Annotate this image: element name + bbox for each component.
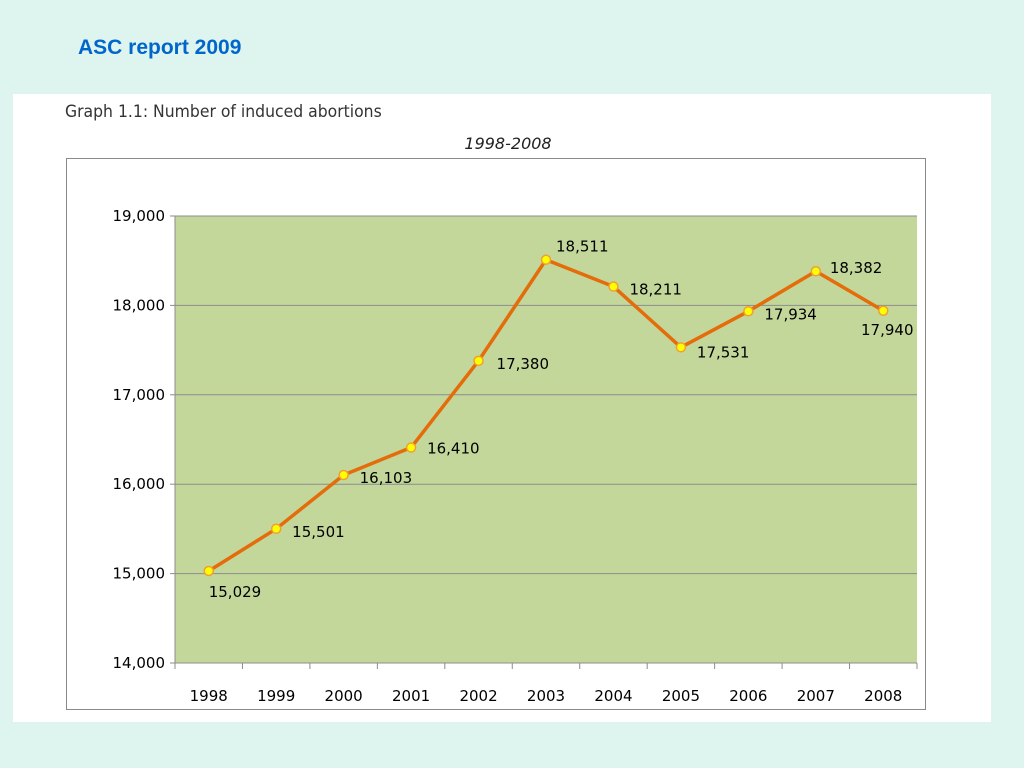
plot-area <box>175 216 917 663</box>
x-tick-label: 1998 <box>190 687 228 705</box>
data-point <box>878 305 889 317</box>
x-tick-label: 2008 <box>864 687 902 705</box>
data-label: 15,501 <box>292 523 345 541</box>
x-tick-label: 1999 <box>257 687 295 705</box>
chart-frame: 14,000 15,000 16,000 17,000 18,000 19,000 1998… <box>66 158 926 710</box>
x-tick-label: 2005 <box>662 687 700 705</box>
x-tick-label: 2002 <box>459 687 497 705</box>
data-point <box>675 342 687 353</box>
data-point <box>743 306 754 317</box>
data-point <box>810 265 822 277</box>
data-label: 17,531 <box>697 343 750 361</box>
data-point <box>473 355 484 367</box>
data-label: 17,940 <box>861 321 914 339</box>
x-tick-label: 2006 <box>729 687 767 705</box>
y-tick-label: 16,000 <box>113 475 166 493</box>
data-point <box>338 469 349 481</box>
data-label: 18,511 <box>556 238 609 256</box>
x-tick-label: 2001 <box>392 687 430 705</box>
y-tick-label: 17,000 <box>113 386 166 404</box>
data-label: 17,380 <box>497 355 549 373</box>
data-point <box>270 523 282 535</box>
data-label: 18,382 <box>830 259 883 277</box>
y-tick-label: 14,000 <box>113 654 166 672</box>
data-label: 16,410 <box>427 440 480 458</box>
data-point <box>608 281 619 292</box>
graph-caption: Graph 1.1: Number of induced abortions <box>65 102 382 122</box>
data-point <box>540 254 552 265</box>
y-tick-label: 18,000 <box>113 296 166 314</box>
slide-title: ASC report 2009 <box>78 36 242 59</box>
y-tick-label: 19,000 <box>113 207 166 225</box>
x-tick-label: 2004 <box>594 687 632 705</box>
x-tick-label: 2000 <box>325 687 363 705</box>
line-chart: 14,000 15,000 16,000 17,000 18,000 19,000 1998… <box>113 207 918 705</box>
chart-subtitle: 1998-2008 <box>464 134 552 153</box>
data-label: 15,029 <box>209 583 262 601</box>
y-tick-label: 15,000 <box>113 565 166 583</box>
data-label: 18,211 <box>629 281 682 299</box>
data-label: 16,103 <box>360 469 413 487</box>
x-tick-label: 2003 <box>527 687 565 705</box>
figure-panel: Graph 1.1: Number of induced abortions 1… <box>13 94 991 722</box>
x-tick-label: 2007 <box>797 687 835 705</box>
data-point <box>405 442 417 453</box>
data-point <box>203 565 214 577</box>
data-label: 17,934 <box>764 305 817 323</box>
